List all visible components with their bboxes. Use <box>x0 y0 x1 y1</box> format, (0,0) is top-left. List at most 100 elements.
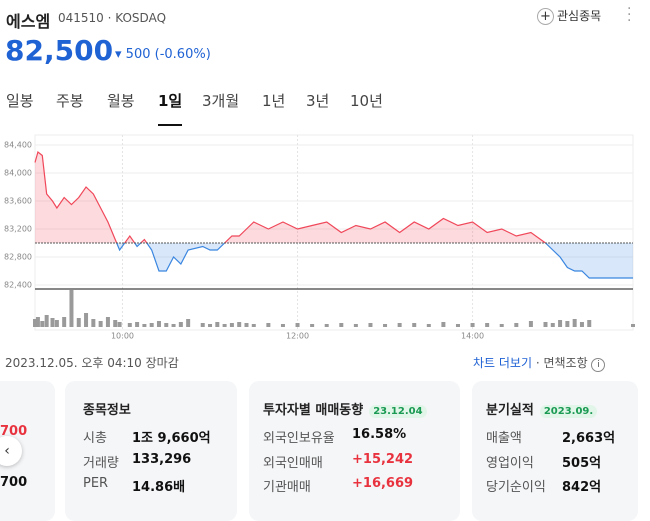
volume-bar <box>91 319 96 327</box>
volume-bar <box>50 318 55 327</box>
x-tick-label: 10:00 <box>111 332 134 341</box>
watch-button[interactable]: + 관심종목 <box>537 7 601 25</box>
disclaimer[interactable]: 면책조항 <box>543 356 588 370</box>
volume-bar <box>397 323 402 327</box>
volume-bar <box>558 320 563 327</box>
card-title: 분기실적 2023.09. <box>486 399 598 418</box>
watch-label: 관심종목 <box>557 9 602 23</box>
volume-bar <box>35 317 40 327</box>
y-tick-label: 84,400 <box>4 141 32 150</box>
badge: 23.12.04 <box>369 405 427 418</box>
x-tick-label: 12:00 <box>286 332 309 341</box>
volume-bar <box>98 321 103 327</box>
volume-bar <box>251 324 256 327</box>
row-key: 매출액 <box>486 431 522 446</box>
period-tab[interactable]: 일봉 <box>6 92 34 110</box>
change-pct: (-0.60%) <box>154 47 211 62</box>
volume-bar <box>368 323 373 327</box>
market: KOSDAQ <box>115 11 167 25</box>
current-price: 82,500 <box>5 34 114 67</box>
card-title: 투자자별 매매동향 23.12.04 <box>263 399 427 418</box>
volume-bar <box>105 317 110 327</box>
row-key: 기관매매 <box>263 480 311 495</box>
volume-bar <box>33 319 37 327</box>
price-line-up <box>34 150 547 243</box>
change: 500 <box>125 47 151 62</box>
info-card: 종목정보 시총 1조 9,660억 거래량 133,296 PER 14.86배 <box>65 381 237 521</box>
period-tab[interactable]: 3개월 <box>202 92 240 110</box>
chart-frame <box>34 134 634 331</box>
row-key: 외국인보유율 <box>263 431 335 446</box>
volume-bar <box>485 323 490 327</box>
volume-bar <box>499 324 504 327</box>
volume-bar <box>441 322 446 327</box>
volume-bar <box>127 323 132 327</box>
volume-bar <box>156 321 161 327</box>
volume-bar <box>200 323 205 327</box>
menu[interactable]: · · · <box>627 1 632 29</box>
volume-bar <box>295 323 300 327</box>
title: 투자자별 매매동향 <box>263 403 364 418</box>
period-tab[interactable]: 10년 <box>350 92 383 110</box>
partial-value: 700 <box>0 424 28 439</box>
volume-bar <box>543 322 548 327</box>
volume-bar <box>455 324 460 327</box>
y-tick-label: 83,200 <box>4 225 32 234</box>
volume-bar <box>76 318 81 327</box>
area-down <box>35 243 633 278</box>
volume-bar <box>280 324 285 327</box>
period-tab[interactable]: 월봉 <box>107 92 135 110</box>
volume-bar <box>117 322 122 327</box>
volume-bar <box>572 319 577 327</box>
volume-bar <box>237 322 242 327</box>
active-underline <box>158 124 182 126</box>
volume-bar <box>550 323 555 327</box>
info-icon[interactable]: i <box>591 358 606 372</box>
row-key: PER <box>83 476 109 491</box>
row-value: +15,242 <box>352 452 414 467</box>
investor-card: 투자자별 매매동향 23.12.04 외국인보유율 16.58% 외국인매매 +15,… <box>249 381 460 521</box>
title: 분기실적 <box>486 403 534 418</box>
volume-bar <box>310 324 315 327</box>
volume-bar <box>565 321 570 327</box>
volume-bar <box>113 320 118 327</box>
volume-bar <box>244 323 249 327</box>
row-value: 2,663억 <box>562 431 616 446</box>
volume-bar <box>54 320 59 327</box>
period-tab[interactable]: 1일 <box>158 92 183 110</box>
price-line-down <box>116 243 633 279</box>
volume-bar <box>142 324 147 327</box>
row-key: 외국인매매 <box>263 456 323 471</box>
stock-code: 041510 · KOSDAQ <box>58 11 167 25</box>
volume-bar <box>178 322 183 327</box>
period-tab[interactable]: 1년 <box>262 92 286 110</box>
row-value: 1조 9,660억 <box>132 431 211 446</box>
row-value: 133,296 <box>132 452 192 467</box>
chart: 82,400 82,800 83,200 83,600 84,000 84,400 10:0… <box>4 134 635 341</box>
row-key: 당기순이익 <box>486 480 546 495</box>
period-tab[interactable]: 3년 <box>306 92 330 110</box>
volume-bar <box>631 324 635 327</box>
stock-name: 에스엠 <box>6 12 51 31</box>
volume-bar <box>426 324 431 327</box>
chart-more[interactable]: 차트 더보기 <box>473 356 533 370</box>
volume-bar <box>339 323 344 327</box>
volume-bar <box>514 323 519 327</box>
volume-bar <box>266 323 271 327</box>
volume-bar <box>353 324 358 327</box>
prev-arrow[interactable]: ‹ <box>0 436 22 466</box>
row-key: 영업이익 <box>486 456 534 471</box>
card-title: 종목정보 <box>83 403 131 418</box>
volume-bar <box>412 323 417 327</box>
volume-bar <box>62 317 67 327</box>
y-tick-label: 82,800 <box>4 253 32 262</box>
plus-icon: + <box>537 8 554 25</box>
volume-bar <box>215 322 220 327</box>
volume-bar <box>528 321 533 327</box>
volume-bar <box>587 320 592 327</box>
volume-bar <box>171 324 176 327</box>
period-tab[interactable]: 주봉 <box>56 92 84 110</box>
volume-bar <box>208 324 213 327</box>
volume-bar <box>186 319 191 327</box>
